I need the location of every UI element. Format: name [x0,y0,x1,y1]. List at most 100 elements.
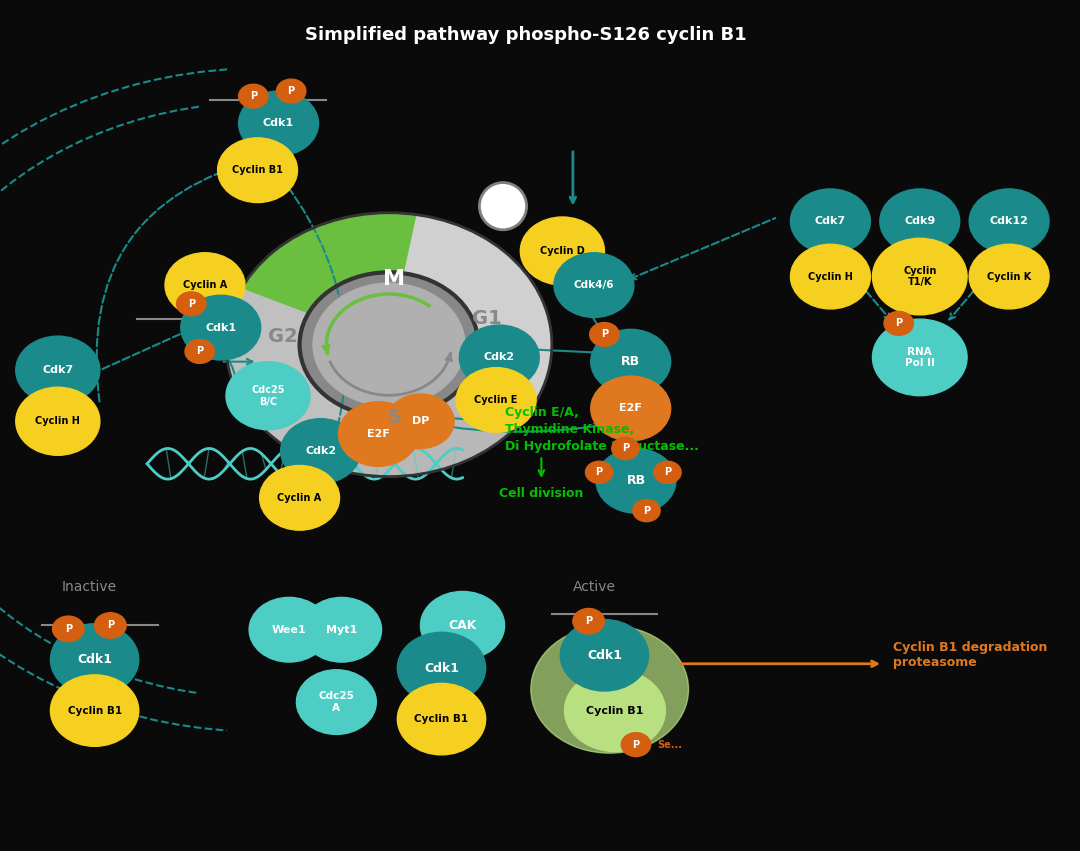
Text: Cyclin A: Cyclin A [183,280,227,290]
Text: Cyclin E/A,: Cyclin E/A, [504,406,579,420]
Text: G1: G1 [472,309,501,328]
Text: Active: Active [572,580,616,594]
Circle shape [259,465,339,530]
Circle shape [420,591,504,660]
Text: Cyclin H: Cyclin H [808,271,853,282]
Circle shape [873,238,967,315]
Text: P: P [633,740,639,750]
Circle shape [397,683,486,755]
Text: RB: RB [621,355,640,368]
Circle shape [596,448,676,513]
Circle shape [387,394,454,448]
Text: P: P [622,443,629,454]
Circle shape [572,608,605,634]
Wedge shape [241,213,417,314]
Circle shape [531,625,689,753]
Text: P: P [585,616,592,626]
Text: P: P [664,467,671,477]
Text: Cdk12: Cdk12 [989,216,1028,226]
Text: RNA
Pol II: RNA Pol II [905,346,934,368]
Text: Cdc25
A: Cdc25 A [319,691,354,713]
Circle shape [299,272,478,417]
Text: E2F: E2F [619,403,643,414]
Wedge shape [404,214,552,411]
Circle shape [95,613,126,638]
Text: P: P [595,467,603,477]
Text: Se...: Se... [657,740,681,750]
Text: P: P [197,346,203,357]
Circle shape [880,189,960,254]
Text: Cyclin B1: Cyclin B1 [232,165,283,175]
Text: Cyclin B1 degradation
proteasome: Cyclin B1 degradation proteasome [893,642,1048,669]
Circle shape [281,419,361,483]
Text: Cyclin A: Cyclin A [278,493,322,503]
Text: Cdk7: Cdk7 [815,216,846,226]
Text: Cdk9: Cdk9 [904,216,935,226]
Text: CAK: CAK [448,619,476,632]
Text: P: P [249,91,257,101]
Circle shape [177,292,206,316]
Circle shape [338,402,418,466]
Text: Cdk1: Cdk1 [77,653,112,666]
Circle shape [16,387,99,455]
Text: P: P [65,624,72,634]
Text: Cyclin K: Cyclin K [987,271,1031,282]
Text: Cdk1: Cdk1 [264,118,294,129]
Circle shape [969,244,1049,309]
Text: Cdk1: Cdk1 [205,323,237,333]
Circle shape [185,340,215,363]
Text: Cdk7: Cdk7 [42,365,73,375]
Text: Inactive: Inactive [62,580,117,594]
Text: M: M [383,269,405,288]
Text: Cdk1: Cdk1 [424,661,459,675]
Wedge shape [226,288,345,459]
Text: DP: DP [411,416,429,426]
Circle shape [226,362,310,430]
Text: Myt1: Myt1 [326,625,357,635]
Text: Wee1: Wee1 [272,625,307,635]
Circle shape [456,368,536,432]
Text: Cyclin
T1/K: Cyclin T1/K [903,266,936,288]
Text: S: S [388,408,401,426]
Text: G2: G2 [268,327,298,346]
Circle shape [249,597,329,662]
Text: Cyclin D: Cyclin D [540,246,584,256]
Circle shape [226,213,552,477]
Circle shape [276,79,306,103]
Text: P: P [107,620,113,631]
Circle shape [313,283,464,406]
Text: P: P [287,86,295,96]
Text: Cyclin H: Cyclin H [36,416,80,426]
Circle shape [554,253,634,317]
Text: Cell division: Cell division [499,487,583,500]
Circle shape [239,84,268,108]
Text: Cyclin B1: Cyclin B1 [586,705,644,716]
Circle shape [397,632,486,704]
Circle shape [885,311,914,335]
Circle shape [459,325,539,390]
Circle shape [165,253,245,317]
Text: E2F: E2F [367,429,390,439]
Circle shape [873,319,967,396]
Circle shape [590,323,619,346]
Circle shape [180,295,260,360]
Text: Di Hydrofolate Reductase...: Di Hydrofolate Reductase... [504,440,699,454]
Circle shape [239,91,319,156]
Text: Cdk4/6: Cdk4/6 [573,280,615,290]
Circle shape [561,620,649,691]
Circle shape [301,597,381,662]
Text: Cyclin E: Cyclin E [474,395,517,405]
Text: P: P [188,299,194,309]
Circle shape [53,616,84,642]
Circle shape [217,138,297,203]
Circle shape [565,670,665,751]
Circle shape [521,217,605,285]
Circle shape [296,670,376,734]
Text: RB: RB [626,474,646,488]
Circle shape [791,189,870,254]
Text: Thymidine Kinase,: Thymidine Kinase, [504,423,634,437]
Text: Cyclin B1: Cyclin B1 [68,705,122,716]
Text: Cdk2: Cdk2 [484,352,515,363]
Circle shape [621,733,650,757]
Text: Cdc25
B/C: Cdc25 B/C [252,385,285,407]
